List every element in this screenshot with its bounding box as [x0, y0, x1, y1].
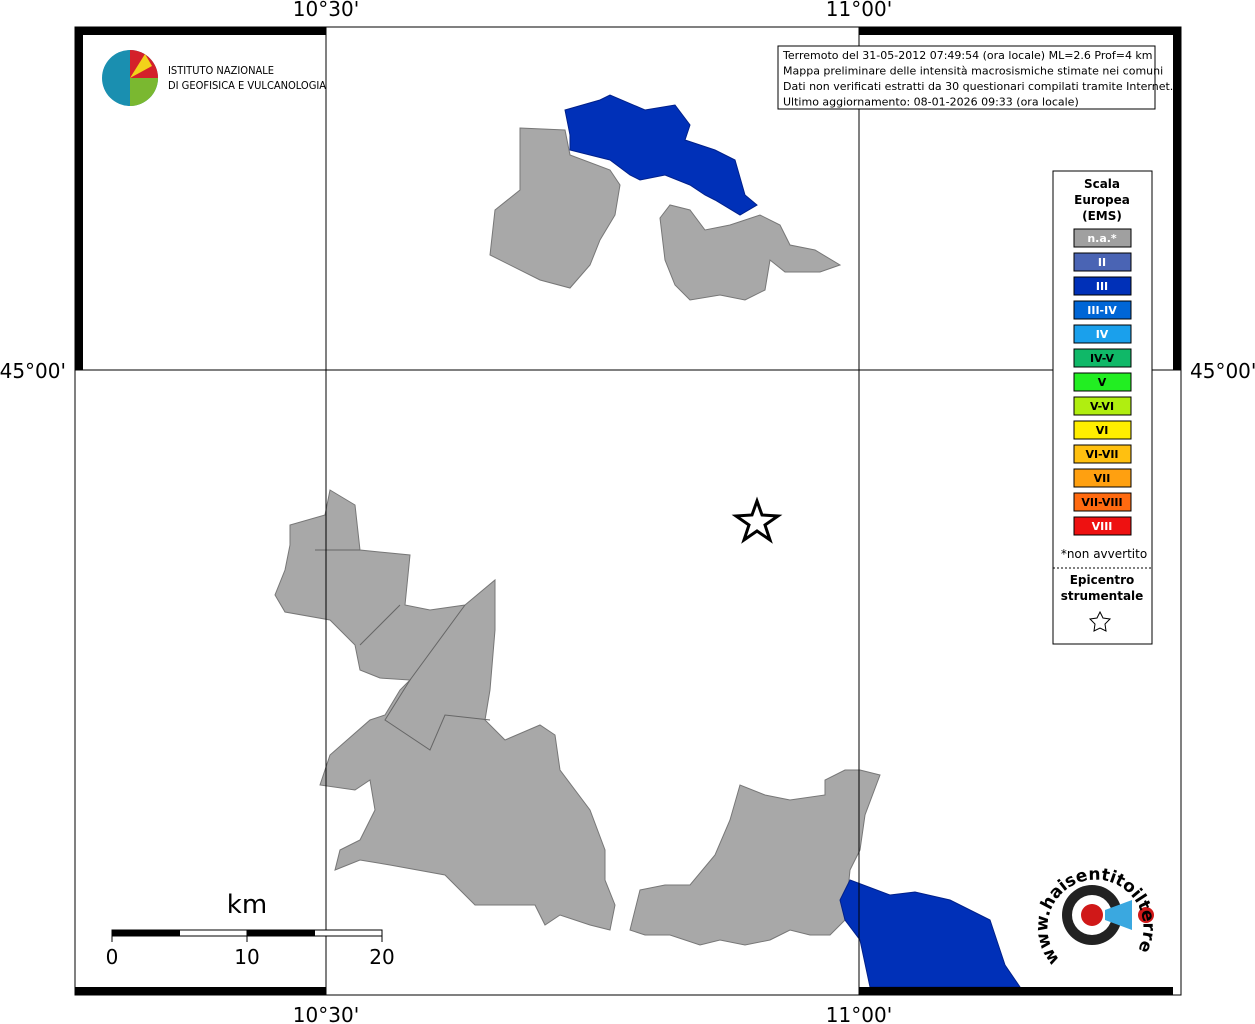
info-line: Terremoto del 31-05-2012 07:49:54 (ora l… — [782, 49, 1153, 62]
legend-swatch — [1073, 324, 1132, 344]
legend-label: VII — [1094, 472, 1111, 485]
scale-label: 20 — [369, 945, 394, 969]
info-line: Dati non verificati estratti da 30 quest… — [783, 80, 1173, 93]
legend-swatch — [1073, 516, 1132, 536]
legend-label: VIII — [1092, 520, 1113, 533]
legend-swatch — [1073, 228, 1132, 248]
info-frame — [777, 45, 1156, 110]
scale-label: 0 — [106, 945, 119, 969]
lon-label: 11°00' — [826, 1003, 892, 1024]
logo-beam — [1105, 900, 1132, 930]
scale-bar: km 0 10 20 — [106, 890, 395, 969]
municipality — [659, 204, 842, 301]
legend-label: IV-V — [1090, 352, 1115, 365]
lon-label: 11°00' — [826, 0, 892, 21]
legend-title: Scala — [1084, 177, 1120, 191]
scale-ticks — [111, 930, 383, 942]
logo-text: DI GEOFISICA E VULCANOLOGIA — [168, 79, 326, 92]
logo-segment — [130, 54, 152, 78]
scale-unit: km — [227, 890, 267, 920]
lat-label: 45°00' — [0, 359, 66, 383]
lon-label: 10°30' — [293, 1003, 359, 1024]
legend-swatch — [1073, 396, 1132, 416]
scale-label: 10 — [234, 945, 259, 969]
legend-swatch — [1073, 372, 1132, 392]
legend-epicentre: strumentale — [1061, 589, 1144, 603]
legend-swatch — [1073, 348, 1132, 368]
legend-label: IV — [1096, 328, 1109, 341]
frame-bars — [75, 27, 1181, 995]
legend-label: VI-VII — [1085, 448, 1118, 461]
lon-label: 10°30' — [293, 0, 359, 21]
logo-dot — [1138, 907, 1154, 923]
legend-label: III — [1096, 280, 1108, 293]
legend-swatch — [1073, 276, 1132, 296]
municipality — [564, 94, 758, 216]
lat-label: 45°00' — [1190, 359, 1255, 383]
legend-swatch — [1073, 420, 1132, 440]
legend-swatch — [1073, 492, 1132, 512]
legend-swatch — [1073, 444, 1132, 464]
legend: ScalaEuropea(EMS)n.a.*IIIIIIII-IVIVIV-VV… — [1052, 170, 1153, 645]
legend-label: VI — [1096, 424, 1109, 437]
info-line: Mappa preliminare delle intensità macros… — [783, 65, 1163, 78]
epicentre — [731, 496, 783, 544]
legend-label: II — [1098, 256, 1106, 269]
info-box: Terremoto del 31-05-2012 07:49:54 (ora l… — [777, 45, 1173, 110]
legend-swatch — [1073, 468, 1132, 488]
legend-epicentre: Epicentro — [1070, 573, 1135, 587]
legend-label: III-IV — [1087, 304, 1117, 317]
logo-ring — [1081, 904, 1103, 926]
info-line: Ultimo aggiornamento: 08-01-2026 09:33 (… — [783, 96, 1079, 109]
scale-segment — [247, 930, 315, 936]
border — [384, 604, 491, 751]
logo-segment — [130, 78, 158, 106]
legend-swatch — [1073, 252, 1132, 272]
legend-label: n.a.* — [1087, 232, 1117, 245]
municipality — [839, 879, 1021, 988]
legend-title: (EMS) — [1082, 209, 1122, 223]
legend-swatch — [1073, 300, 1132, 320]
graticule — [75, 27, 1181, 995]
legend-note: *non avvertito — [1061, 547, 1147, 561]
legend-title: Europea — [1074, 193, 1130, 207]
legend-star — [1088, 610, 1112, 632]
ingv-logo: ISTITUTO NAZIONALE DI GEOFISICA E VULCAN… — [102, 50, 326, 106]
border — [359, 604, 401, 646]
municipality — [274, 489, 616, 931]
map-area — [74, 26, 1182, 996]
legend-label: V — [1098, 376, 1107, 389]
legend-label: V-VI — [1090, 400, 1114, 413]
scale-segment — [112, 930, 180, 936]
logo-text: ISTITUTO NAZIONALE — [168, 64, 274, 77]
legend-label: VII-VIII — [1081, 496, 1122, 509]
frame — [74, 26, 1182, 996]
municipality — [629, 769, 881, 946]
municipality — [489, 127, 621, 289]
